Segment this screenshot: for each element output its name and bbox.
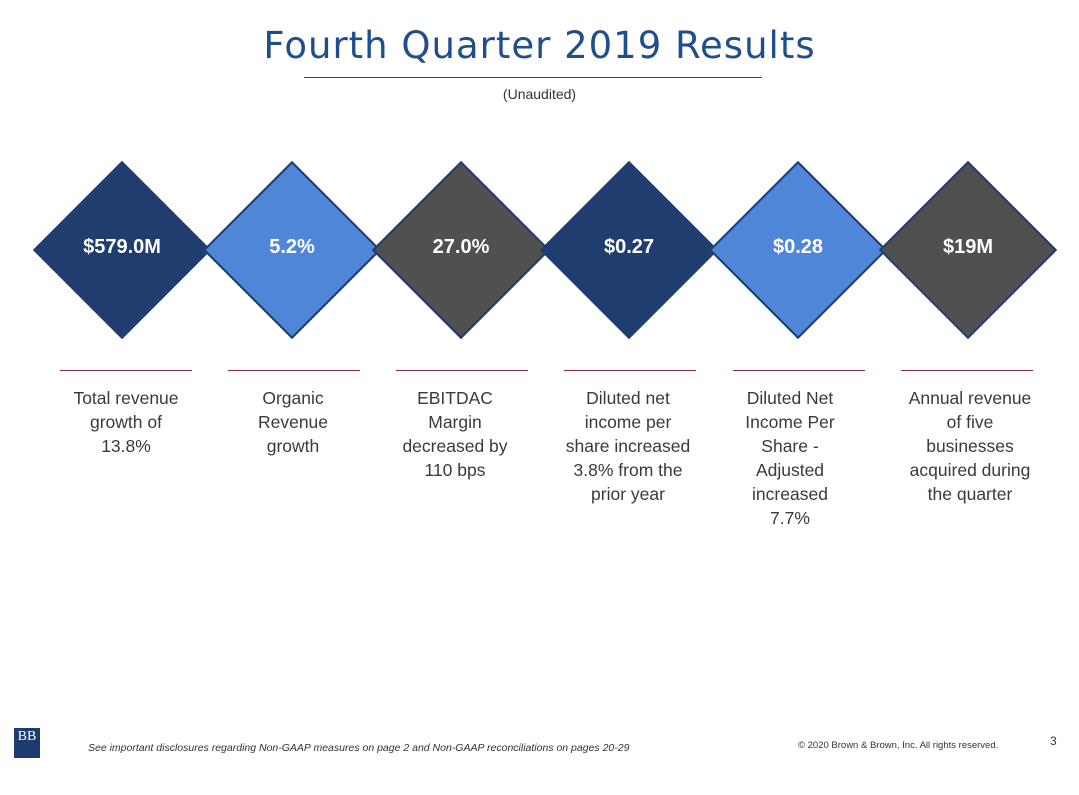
metric-divider	[733, 370, 865, 371]
metric-diamond-2: 5.2%	[202, 160, 382, 340]
company-logo: BB	[14, 728, 40, 758]
metric-diamond-5: $0.28	[708, 160, 888, 340]
metric-description: Organic Revenue growth	[257, 388, 329, 456]
metric-description: EBITDAC Margin decreased by 110 bps	[402, 388, 508, 480]
metric-value: $0.27	[603, 236, 655, 258]
metric-value: 27.0%	[432, 236, 490, 258]
copyright-notice: © 2020 Brown & Brown, Inc. All rights re…	[798, 740, 999, 751]
disclosure-note: See important disclosures regarding Non-…	[88, 742, 630, 754]
metric-description: Total revenue growth of 13.8%	[73, 388, 179, 456]
metric-divider	[396, 370, 528, 371]
page-subtitle: (Unaudited)	[502, 86, 577, 102]
metric-diamond-4: $0.27	[539, 160, 719, 340]
metric-value: $19M	[942, 236, 994, 258]
metric-value: $0.28	[772, 236, 824, 258]
metric-description: Annual revenue of five businesses acquir…	[908, 388, 1032, 504]
metric-description: Diluted net income per share increased 3…	[565, 388, 691, 504]
page-number: 3	[1050, 734, 1057, 748]
metric-value: $579.0M	[83, 236, 161, 258]
metric-diamond-1: $579.0M	[32, 160, 212, 340]
metric-diamond-6: $19M	[878, 160, 1058, 340]
metric-diamond-3: 27.0%	[371, 160, 551, 340]
metric-divider	[564, 370, 696, 371]
title-divider	[304, 77, 762, 78]
metric-divider	[901, 370, 1033, 371]
metric-divider	[228, 370, 360, 371]
metric-divider	[60, 370, 192, 371]
page-title: Fourth Quarter 2019 Results	[263, 24, 816, 67]
metric-value: 5.2%	[269, 236, 315, 258]
metric-description: Diluted Net Income Per Share - Adjusted …	[745, 388, 835, 528]
